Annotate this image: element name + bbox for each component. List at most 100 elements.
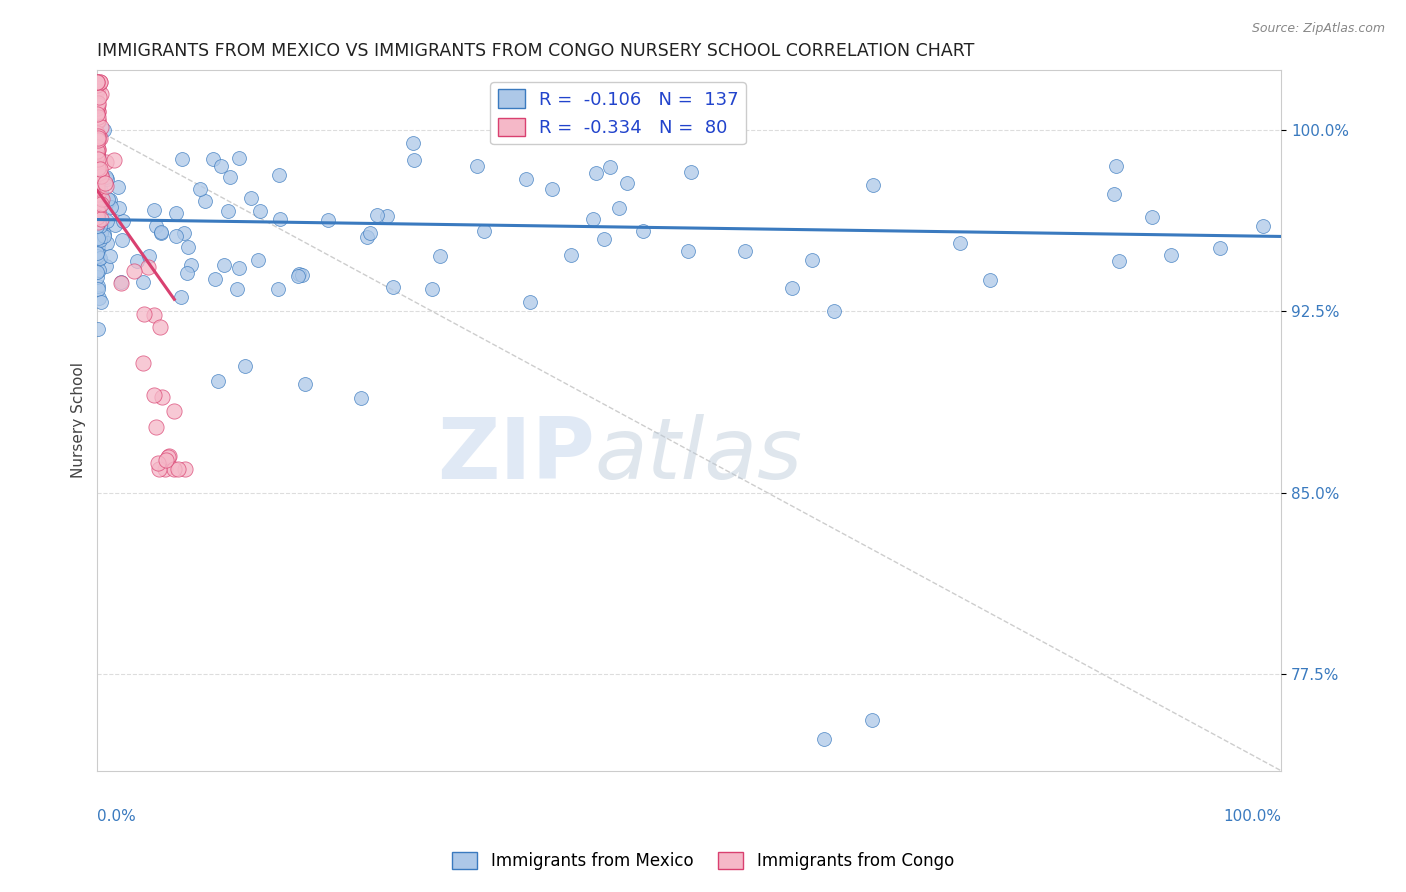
Point	[631, 224, 654, 238]
Point	[676, 244, 699, 258]
Point	[1251, 219, 1274, 234]
Point	[86, 205, 108, 219]
Point	[94, 178, 117, 193]
Point	[87, 322, 110, 336]
Point	[607, 201, 630, 215]
Point	[90, 87, 112, 102]
Point	[541, 182, 564, 196]
Point	[86, 136, 108, 150]
Point	[86, 270, 108, 285]
Point	[104, 218, 127, 232]
Text: atlas: atlas	[595, 414, 803, 497]
Point	[823, 304, 845, 318]
Point	[86, 219, 108, 233]
Point	[225, 282, 247, 296]
Point	[86, 181, 108, 195]
Point	[515, 172, 537, 186]
Point	[91, 192, 114, 206]
Point	[1140, 210, 1163, 224]
Point	[87, 143, 110, 157]
Point	[100, 200, 122, 214]
Point	[287, 269, 309, 284]
Point	[166, 461, 188, 475]
Text: ZIP: ZIP	[437, 414, 595, 497]
Point	[472, 224, 495, 238]
Point	[949, 236, 972, 251]
Point	[356, 230, 378, 244]
Point	[429, 249, 451, 263]
Point	[86, 85, 108, 99]
Point	[145, 420, 167, 434]
Point	[142, 203, 165, 218]
Point	[87, 130, 110, 145]
Point	[89, 75, 111, 89]
Point	[86, 165, 108, 179]
Point	[90, 169, 112, 183]
Point	[87, 278, 110, 293]
Point	[170, 290, 193, 304]
Point	[87, 202, 110, 216]
Point	[94, 177, 117, 191]
Point	[228, 260, 250, 275]
Point	[87, 152, 110, 166]
Point	[87, 98, 110, 112]
Point	[89, 75, 111, 89]
Point	[145, 219, 167, 234]
Point	[465, 159, 488, 173]
Point	[87, 209, 110, 223]
Point	[103, 153, 125, 168]
Point	[90, 197, 112, 211]
Point	[1209, 241, 1232, 255]
Point	[94, 259, 117, 273]
Point	[813, 732, 835, 747]
Point	[86, 142, 108, 156]
Point	[86, 101, 108, 115]
Point	[359, 226, 381, 240]
Point	[143, 308, 166, 322]
Point	[87, 173, 110, 187]
Point	[90, 169, 112, 183]
Point	[87, 252, 110, 266]
Point	[734, 244, 756, 259]
Point	[801, 252, 824, 267]
Point	[86, 246, 108, 260]
Point	[90, 184, 112, 198]
Point	[93, 227, 115, 242]
Point	[87, 113, 110, 128]
Text: Source: ZipAtlas.com: Source: ZipAtlas.com	[1251, 22, 1385, 36]
Point	[96, 172, 118, 186]
Point	[204, 272, 226, 286]
Point	[375, 209, 398, 223]
Point	[86, 168, 108, 182]
Point	[162, 461, 184, 475]
Point	[246, 252, 269, 267]
Point	[124, 264, 146, 278]
Point	[87, 90, 110, 104]
Point	[146, 456, 169, 470]
Point	[90, 169, 112, 183]
Point	[165, 206, 187, 220]
Point	[267, 168, 290, 182]
Point	[155, 461, 177, 475]
Point	[89, 131, 111, 145]
Point	[177, 240, 200, 254]
Point	[165, 228, 187, 243]
Point	[90, 211, 112, 226]
Point	[172, 153, 194, 167]
Point	[201, 152, 224, 166]
Point	[862, 178, 884, 193]
Point	[86, 169, 108, 184]
Point	[87, 186, 110, 201]
Point	[110, 275, 132, 289]
Point	[87, 238, 110, 252]
Point	[94, 170, 117, 185]
Point	[87, 291, 110, 305]
Point	[180, 258, 202, 272]
Point	[316, 213, 339, 227]
Point	[94, 155, 117, 169]
Point	[173, 226, 195, 240]
Point	[560, 248, 582, 262]
Y-axis label: Nursery School: Nursery School	[72, 362, 86, 478]
Point	[87, 166, 110, 180]
Point	[86, 75, 108, 89]
